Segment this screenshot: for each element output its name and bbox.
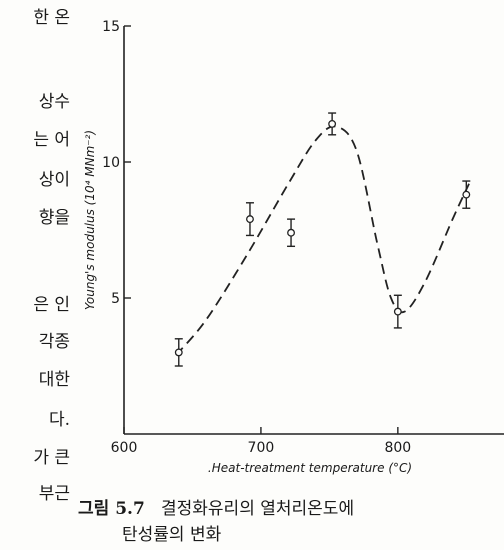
data-point <box>287 228 295 237</box>
body-text-fragment: 각종 <box>38 332 70 352</box>
data-point-group <box>462 180 471 209</box>
body-text-fragment: 한 온 <box>33 8 70 28</box>
data-point <box>174 348 183 357</box>
x-tick-label: 700 <box>248 440 275 456</box>
x-tick-label: 600 <box>111 440 138 456</box>
data-point-group <box>393 294 402 329</box>
body-text-fragment: 은 인 <box>33 295 70 315</box>
body-text-fragment: 상이 <box>38 170 70 190</box>
data-points-layer <box>174 112 471 367</box>
figure-caption-line1: 결정화유리의 열처리온도에 <box>161 499 355 519</box>
fit-curve <box>175 125 470 356</box>
y-tick-label: 5 <box>111 291 120 307</box>
body-text-fragment: 다. <box>48 410 70 430</box>
fit-curve-layer <box>175 125 470 356</box>
body-text-fragment: 상수 <box>38 92 70 112</box>
y-axis-title: Young's modulus (10⁴ MNm⁻²) <box>83 130 97 310</box>
data-point-group <box>287 218 296 248</box>
x-axis-title: .Heat-treatment temperature (°C) <box>208 461 412 475</box>
figure-caption-line2: 탄성률의 변화 <box>122 525 222 545</box>
data-point-group <box>245 202 254 237</box>
data-point <box>393 307 402 316</box>
body-text-fragment: 부근 <box>38 484 70 504</box>
body-text-fragment: 가 큰 <box>33 448 70 468</box>
y-tick-label: 10 <box>102 155 120 171</box>
y-tick-label: 15 <box>102 19 120 35</box>
body-text-fragment: 는 어 <box>33 130 70 150</box>
data-point <box>328 119 337 128</box>
body-text-fragment: 대한 <box>38 370 70 390</box>
data-point-group <box>174 338 183 367</box>
figure-caption: 그림 5.7 결정화유리의 열처리온도에 탄성률의 변화 <box>78 496 504 548</box>
body-text-fragment: 향을 <box>38 208 70 228</box>
data-point <box>462 190 471 199</box>
x-tick-label: 800 <box>384 440 411 456</box>
figure-caption-label: 그림 5.7 <box>78 499 145 519</box>
data-point <box>246 215 254 224</box>
chart-axes: 5 10 15 600 700 800 <box>102 19 504 456</box>
data-point-group <box>328 112 337 136</box>
